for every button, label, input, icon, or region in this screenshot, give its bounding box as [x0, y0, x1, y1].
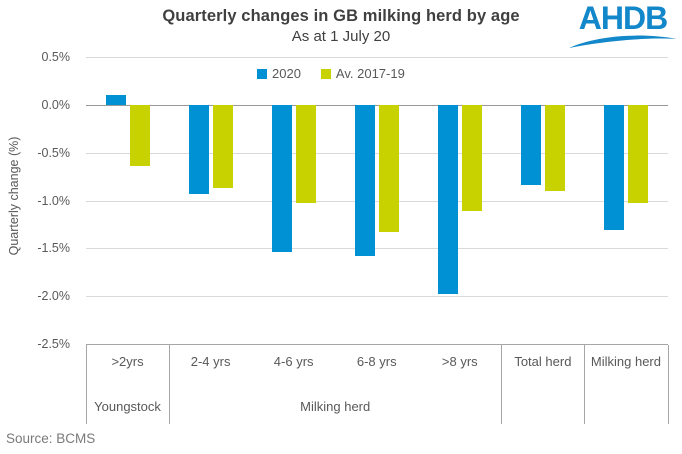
- x-category-label: Total herd: [514, 353, 572, 369]
- bar-2020-4: [437, 105, 458, 295]
- ahdb-logo-text: AHDB: [578, 0, 668, 36]
- bar-2020-0: [105, 95, 126, 105]
- bar-2020-6: [603, 105, 624, 231]
- gridline: [86, 296, 668, 298]
- axis-divider: [667, 344, 669, 424]
- x-group-label: Milking herd: [300, 399, 371, 414]
- bar-av-2017-19-2: [295, 105, 316, 204]
- legend-swatch-icon: [320, 68, 331, 79]
- legend: 2020 Av. 2017-19: [257, 66, 405, 81]
- gridline: [86, 57, 668, 59]
- x-category-label: Milking herd: [590, 353, 661, 369]
- legend-label: Av. 2017-19: [335, 66, 405, 81]
- y-tick-label: -0.5%: [37, 145, 70, 160]
- axis-divider: [584, 344, 586, 424]
- ahdb-logo: AHDB: [568, 2, 678, 49]
- x-category-label: 4-6 yrs: [273, 353, 314, 369]
- bar-2020-2: [271, 105, 292, 253]
- gridline: [86, 105, 668, 106]
- y-tick-label: -2.5%: [37, 337, 70, 351]
- chart-subtitle: As at 1 July 20: [291, 28, 391, 45]
- gridline: [86, 200, 668, 202]
- bar-av-2017-19-6: [627, 105, 648, 203]
- bar-av-2017-19-0: [129, 105, 150, 167]
- x-group-label: Youngstock: [94, 399, 161, 414]
- legend-item: 2020: [257, 66, 301, 81]
- legend-item: Av. 2017-19: [320, 66, 405, 81]
- y-tick-label: -1.0%: [37, 193, 70, 208]
- x-category-label: >8 yrs: [441, 353, 478, 369]
- x-category-label: 2-4 yrs: [190, 353, 231, 369]
- gridline: [86, 344, 668, 345]
- chart-title: Quarterly changes in GB milking herd by …: [162, 7, 520, 25]
- gridline: [86, 248, 668, 250]
- axis-divider: [169, 344, 171, 424]
- ahdb-logo-wave-icon: [569, 35, 677, 48]
- bar-av-2017-19-5: [544, 105, 565, 192]
- bar-av-2017-19-3: [378, 105, 399, 233]
- y-tick-label: 0.5%: [41, 50, 71, 65]
- bar-2020-1: [188, 105, 209, 194]
- legend-label: 2020: [272, 66, 301, 81]
- source-note: Source: BCMS: [6, 431, 96, 446]
- bar-2020-5: [520, 105, 541, 186]
- axis-divider: [501, 344, 503, 424]
- x-category-label: >2yrs: [111, 353, 144, 369]
- axis-divider: [86, 344, 87, 424]
- gridline: [86, 152, 668, 154]
- bar-av-2017-19-4: [461, 105, 482, 212]
- bar-av-2017-19-1: [212, 105, 233, 189]
- y-tick-label: -1.5%: [37, 241, 70, 256]
- y-tick-label: -2.0%: [37, 289, 70, 304]
- x-category-label: 6-8 yrs: [356, 353, 397, 369]
- legend-swatch-icon: [257, 68, 267, 79]
- y-tick-label: 0.0%: [41, 98, 71, 112]
- bar-2020-3: [354, 105, 375, 257]
